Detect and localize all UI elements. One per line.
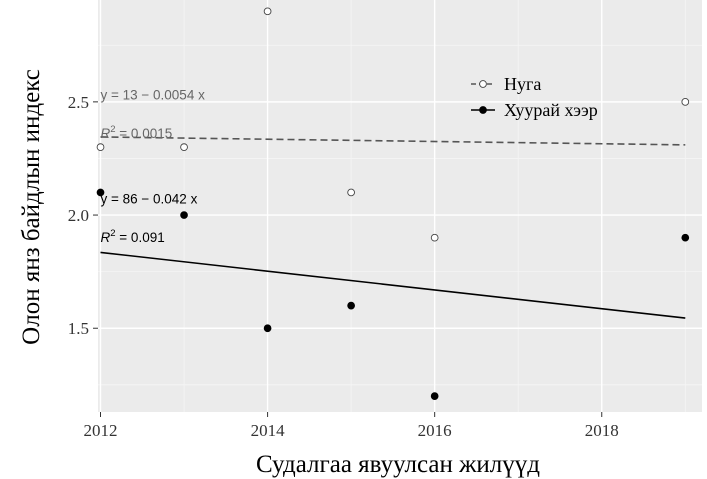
r-squared-symbol: R: [101, 230, 111, 245]
data-point: [180, 143, 188, 151]
equation-label: y = 86 − 0.042 x: [101, 192, 198, 207]
r-squared-symbol: R: [101, 126, 111, 141]
data-point: [180, 211, 188, 219]
legend-key-marker: [479, 106, 487, 114]
data-point: [430, 392, 439, 401]
legend-label: Хуурай хээр: [504, 100, 598, 120]
legend-label: Нуга: [504, 74, 541, 94]
data-point: [681, 98, 690, 106]
x-tick-label: 2014: [251, 421, 286, 440]
data-point: [263, 324, 272, 333]
fit-line: [100, 251, 686, 319]
axes: 2012 2014 2016 2018 1.5 2.0 2.5: [68, 93, 619, 440]
r-squared-value: = 0.091: [116, 230, 165, 245]
x-axis-title: Судалгаа явуулсан жилүүд: [256, 451, 540, 478]
data-points: [96, 7, 690, 401]
y-tick-label: 2.5: [68, 93, 89, 112]
fit-line: [100, 136, 686, 146]
r-squared-superscript: 2: [110, 124, 115, 135]
fit-lines: [100, 136, 686, 319]
x-tick-label: 2016: [418, 421, 452, 440]
data-point: [263, 7, 272, 16]
x-tick-label: 2012: [84, 421, 118, 440]
data-point: [681, 233, 690, 242]
r-squared-superscript: 2: [110, 228, 115, 239]
data-point: [96, 143, 105, 151]
legend-key-marker: [479, 80, 487, 88]
r-squared-label: R2 = 0.091: [101, 228, 165, 245]
data-point: [430, 233, 439, 242]
r-squared-value: = 0.0015: [116, 126, 173, 141]
legend: Нуга Хуурай хээр: [471, 74, 598, 120]
equation-label: y = 13 − 0.0054 x: [101, 88, 206, 103]
data-point: [347, 188, 355, 197]
r-squared-label: R2 = 0.0015: [101, 124, 173, 141]
y-tick-label: 2.0: [68, 206, 89, 225]
grid: [98, 0, 702, 412]
y-tick-label: 1.5: [68, 319, 89, 338]
data-point: [96, 188, 105, 197]
x-tick-label: 2018: [585, 421, 619, 440]
y-axis-title: Олон янз байдлын индекс: [18, 69, 45, 345]
data-point: [347, 301, 355, 310]
